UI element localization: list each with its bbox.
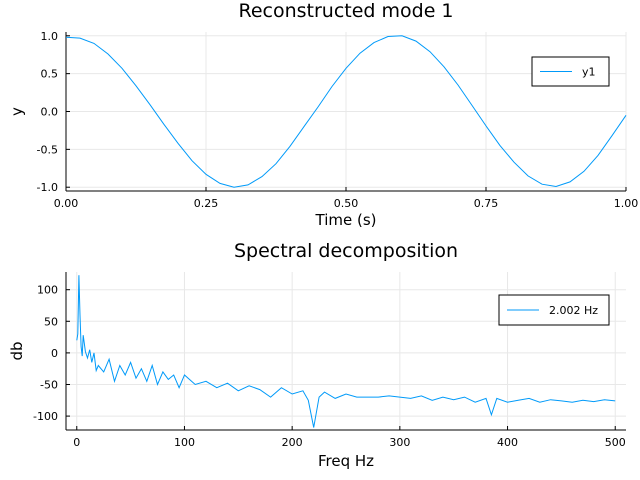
y-tick-label: 100 <box>37 284 58 297</box>
chart-2: 0 100 200 300 400 500 -100 -50 0 50 100 Spectral de… <box>8 240 626 470</box>
chart-1: 0.00 0.25 0.50 0.75 1.00 -1.0 -0.5 0.0 0.5 1.0 Rec… <box>8 0 638 229</box>
y-tick-label: 1.0 <box>41 30 59 43</box>
y-tick-label: 0 <box>51 347 58 360</box>
x-tick-label: 400 <box>497 436 518 449</box>
y-tick-label: 0.0 <box>41 106 59 119</box>
y-tick-label: -50 <box>40 378 58 391</box>
x-axis-label: Freq Hz <box>318 452 374 470</box>
y-axis-label: y <box>8 107 26 116</box>
y-tick-label: 50 <box>44 315 58 328</box>
x-tick-label: 200 <box>282 436 303 449</box>
legend: 2.002 Hz <box>498 294 610 326</box>
x-tick-label: 100 <box>174 436 195 449</box>
y-axis-label: db <box>8 341 26 360</box>
x-tick-label: 0.50 <box>334 197 359 210</box>
x-tick-label: 0 <box>73 436 80 449</box>
y-tick-label: 0.5 <box>41 68 59 81</box>
series-line <box>65 35 627 188</box>
x-tick-label: 1.00 <box>614 197 639 210</box>
chart-title: Reconstructed mode 1 <box>238 0 453 22</box>
y-tick-label: -100 <box>33 410 58 423</box>
legend-label: y1 <box>582 66 596 79</box>
chart-title: Spectral decomposition <box>234 240 458 262</box>
x-tick-label: 0.00 <box>54 197 79 210</box>
x-axis-label: Time (s) <box>315 211 377 229</box>
legend-label: 2.002 Hz <box>549 304 598 317</box>
series-line <box>76 275 616 428</box>
legend: y1 <box>531 56 610 87</box>
x-tick-label: 0.75 <box>474 197 499 210</box>
x-tick-label: 300 <box>389 436 410 449</box>
x-tick-label: 500 <box>605 436 626 449</box>
x-tick-label: 0.25 <box>194 197 219 210</box>
y-tick-label: -0.5 <box>37 143 58 156</box>
y-tick-label: -1.0 <box>37 181 58 194</box>
